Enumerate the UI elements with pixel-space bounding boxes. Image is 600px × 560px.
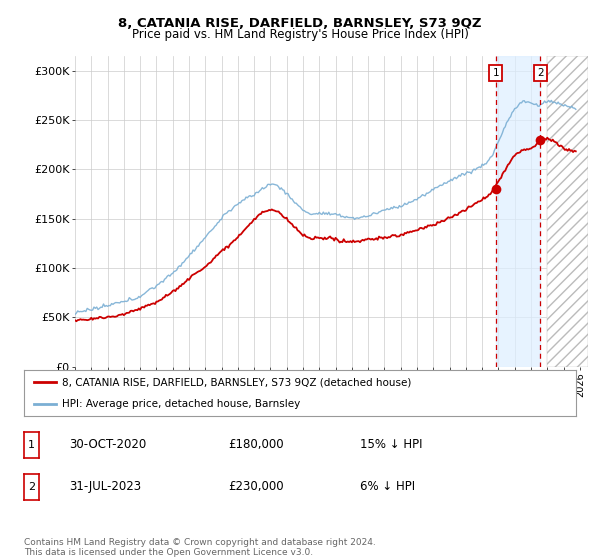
Text: 8, CATANIA RISE, DARFIELD, BARNSLEY, S73 9QZ: 8, CATANIA RISE, DARFIELD, BARNSLEY, S73… [118, 17, 482, 30]
Text: 6% ↓ HPI: 6% ↓ HPI [360, 480, 415, 493]
Text: Contains HM Land Registry data © Crown copyright and database right 2024.
This d: Contains HM Land Registry data © Crown c… [24, 538, 376, 557]
Bar [496, 56, 541, 367]
Text: 15% ↓ HPI: 15% ↓ HPI [360, 438, 422, 451]
Text: £230,000: £230,000 [228, 480, 284, 493]
Text: 2: 2 [537, 68, 544, 78]
Text: 2: 2 [28, 482, 35, 492]
Text: £180,000: £180,000 [228, 438, 284, 451]
Text: Price paid vs. HM Land Registry's House Price Index (HPI): Price paid vs. HM Land Registry's House … [131, 28, 469, 41]
Bar [547, 56, 588, 367]
Text: 31-JUL-2023: 31-JUL-2023 [69, 480, 141, 493]
Text: 8, CATANIA RISE, DARFIELD, BARNSLEY, S73 9QZ (detached house): 8, CATANIA RISE, DARFIELD, BARNSLEY, S73… [62, 377, 411, 388]
Text: 1: 1 [28, 440, 35, 450]
Text: 1: 1 [493, 68, 499, 78]
Text: HPI: Average price, detached house, Barnsley: HPI: Average price, detached house, Barn… [62, 399, 300, 409]
Text: 30-OCT-2020: 30-OCT-2020 [69, 438, 146, 451]
Bar [547, 56, 588, 367]
